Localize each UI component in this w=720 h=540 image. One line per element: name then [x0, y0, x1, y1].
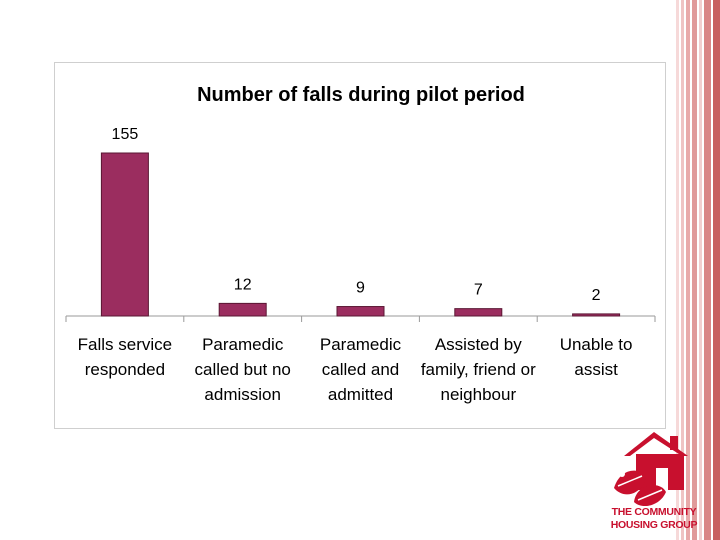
bar-4: [454, 308, 503, 317]
bar-3: [336, 306, 385, 317]
category-label-line: family, friend or: [421, 360, 536, 379]
data-label-4: 7: [474, 282, 483, 299]
bar-2: [218, 302, 267, 317]
category-label-line: Assisted by: [435, 335, 522, 354]
category-label-line: Paramedic: [320, 335, 402, 354]
category-label-line: neighbour: [440, 385, 516, 404]
logo-line-1: THE COMMUNITY: [611, 506, 697, 518]
house-leaves-icon: [614, 432, 688, 507]
data-label-3: 9: [356, 280, 365, 297]
bar-5: [572, 313, 621, 317]
category-label-line: Falls service: [78, 335, 172, 354]
category-label-line: responded: [85, 360, 165, 379]
data-label-1: 155: [112, 126, 139, 143]
category-label-line: called and: [322, 360, 400, 379]
bar-1: [100, 152, 149, 317]
category-label-line: admission: [204, 385, 281, 404]
category-label-line: admitted: [328, 385, 393, 404]
category-label-line: assist: [574, 360, 618, 379]
category-label-5: Unable to assist: [560, 335, 633, 379]
category-label-1: Falls service responded: [78, 335, 172, 379]
data-label-5: 2: [592, 287, 601, 304]
category-label-line: Paramedic: [202, 335, 284, 354]
category-label-line: called but no: [194, 360, 290, 379]
category-label-line: Unable to: [560, 335, 633, 354]
logo-line-2: HOUSING GROUP: [610, 519, 698, 531]
decorative-stripes: [676, 0, 720, 540]
chart-title: Number of falls during pilot period: [197, 84, 525, 106]
category-label-3: Paramedic called and admitted: [320, 335, 402, 404]
bar-chart: Number of falls during pilot period 155 F…: [65, 84, 656, 404]
chart-frame: Number of falls during pilot period 155 F…: [54, 62, 666, 429]
category-label-4: Assisted by family, friend or neighbour: [421, 335, 536, 404]
category-label-2: Paramedic called but no admission: [194, 335, 290, 404]
company-logo: THE COMMUNITY HOUSING GROUP: [606, 428, 702, 538]
data-label-2: 12: [234, 276, 252, 293]
